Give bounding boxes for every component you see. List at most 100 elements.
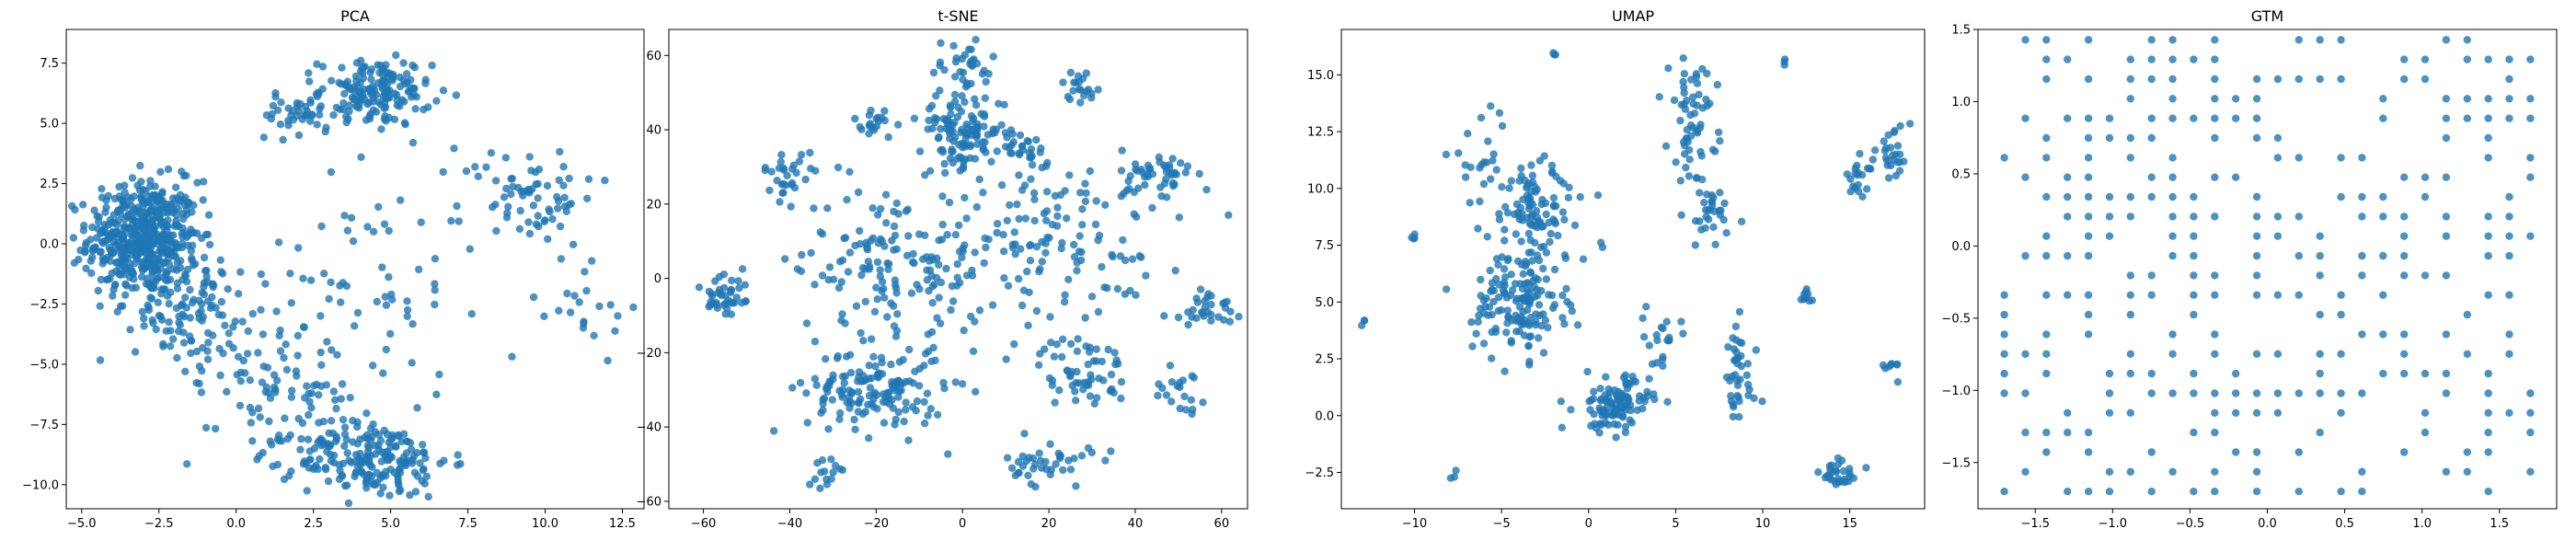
data-point [711, 277, 719, 285]
data-point [2358, 192, 2366, 201]
data-point [948, 145, 956, 154]
data-point [735, 284, 743, 293]
data-point [340, 423, 350, 431]
data-point [1207, 310, 1215, 319]
data-point [2105, 467, 2114, 476]
data-point [1713, 81, 1722, 89]
data-point [1869, 155, 1878, 164]
data-point [1495, 109, 1504, 118]
data-point [868, 234, 878, 242]
data-point [467, 310, 476, 318]
data-point [271, 88, 280, 98]
data-point [601, 176, 609, 185]
data-point [959, 247, 968, 256]
data-point [452, 91, 461, 99]
data-point [1704, 206, 1713, 215]
data-point [337, 298, 345, 306]
data-point [803, 419, 811, 427]
data-point [305, 410, 313, 420]
data-point [2084, 75, 2093, 84]
data-point [1652, 359, 1662, 367]
data-point [1525, 321, 1534, 329]
data-point [2064, 0, 2071, 5]
data-point [1700, 199, 1708, 207]
data-point [1672, 158, 1680, 167]
data-point [1015, 150, 1024, 159]
data-point [339, 98, 348, 108]
data-point [1839, 466, 1848, 476]
data-point [1558, 291, 1567, 300]
data-point [335, 475, 344, 484]
data-point [2168, 389, 2177, 397]
data-point [695, 283, 704, 292]
y-tick-label: 0 [654, 272, 661, 286]
data-point [629, 303, 638, 312]
data-point [973, 140, 982, 148]
data-point [1174, 313, 1183, 322]
data-point [1041, 239, 1050, 247]
data-point [845, 248, 855, 257]
data-point [1087, 375, 1096, 384]
data-point [280, 353, 288, 362]
data-point [1513, 257, 1523, 266]
data-point [984, 236, 993, 244]
data-point [188, 254, 196, 262]
data-point [335, 461, 343, 469]
data-point [2337, 291, 2345, 299]
data-point [1521, 258, 1530, 266]
data-point [365, 98, 374, 107]
data-point [367, 65, 375, 74]
data-point [1072, 482, 1080, 490]
data-point [154, 298, 163, 306]
data-point [1501, 289, 1509, 297]
data-point [2085, 0, 2092, 5]
data-point [1608, 411, 1617, 420]
data-point [431, 255, 440, 263]
data-point [209, 281, 218, 289]
data-point [166, 275, 175, 284]
data-point [1639, 404, 1647, 413]
data-point [462, 167, 471, 176]
data-point [105, 232, 113, 240]
data-point [369, 227, 378, 236]
data-point [94, 286, 103, 295]
data-point [1711, 240, 1719, 248]
data-point [953, 282, 961, 290]
data-point [1065, 95, 1075, 104]
data-point [529, 201, 538, 210]
data-point [1662, 142, 1671, 150]
data-point [1551, 219, 1560, 228]
data-point [1530, 293, 1539, 301]
data-point [285, 472, 293, 480]
data-point [97, 275, 106, 284]
data-point [1549, 202, 1558, 211]
data-point [137, 178, 145, 186]
data-point [419, 466, 427, 475]
data-point [2358, 154, 2366, 162]
data-point [993, 147, 1002, 155]
data-point [980, 110, 989, 119]
data-point [999, 231, 1007, 239]
data-point [2147, 75, 2156, 84]
data-point [2147, 36, 2156, 44]
data-point [2337, 75, 2345, 84]
data-point [1075, 247, 1084, 256]
data-point [1046, 470, 1055, 478]
data-point [2505, 350, 2513, 358]
data-point [424, 492, 432, 501]
data-point [367, 75, 375, 84]
data-point [432, 390, 441, 398]
data-point [190, 259, 200, 269]
data-point [565, 201, 573, 209]
data-point [946, 154, 955, 163]
data-point [2358, 330, 2366, 339]
data-point [1729, 412, 1738, 421]
data-point [112, 221, 121, 229]
data-point [1542, 275, 1551, 283]
data-point [181, 293, 190, 302]
data-point [1610, 385, 1619, 395]
data-point [420, 448, 428, 456]
data-point [1542, 248, 1551, 257]
data-point [357, 153, 365, 161]
x-tick-label: −5.0 [67, 517, 97, 531]
